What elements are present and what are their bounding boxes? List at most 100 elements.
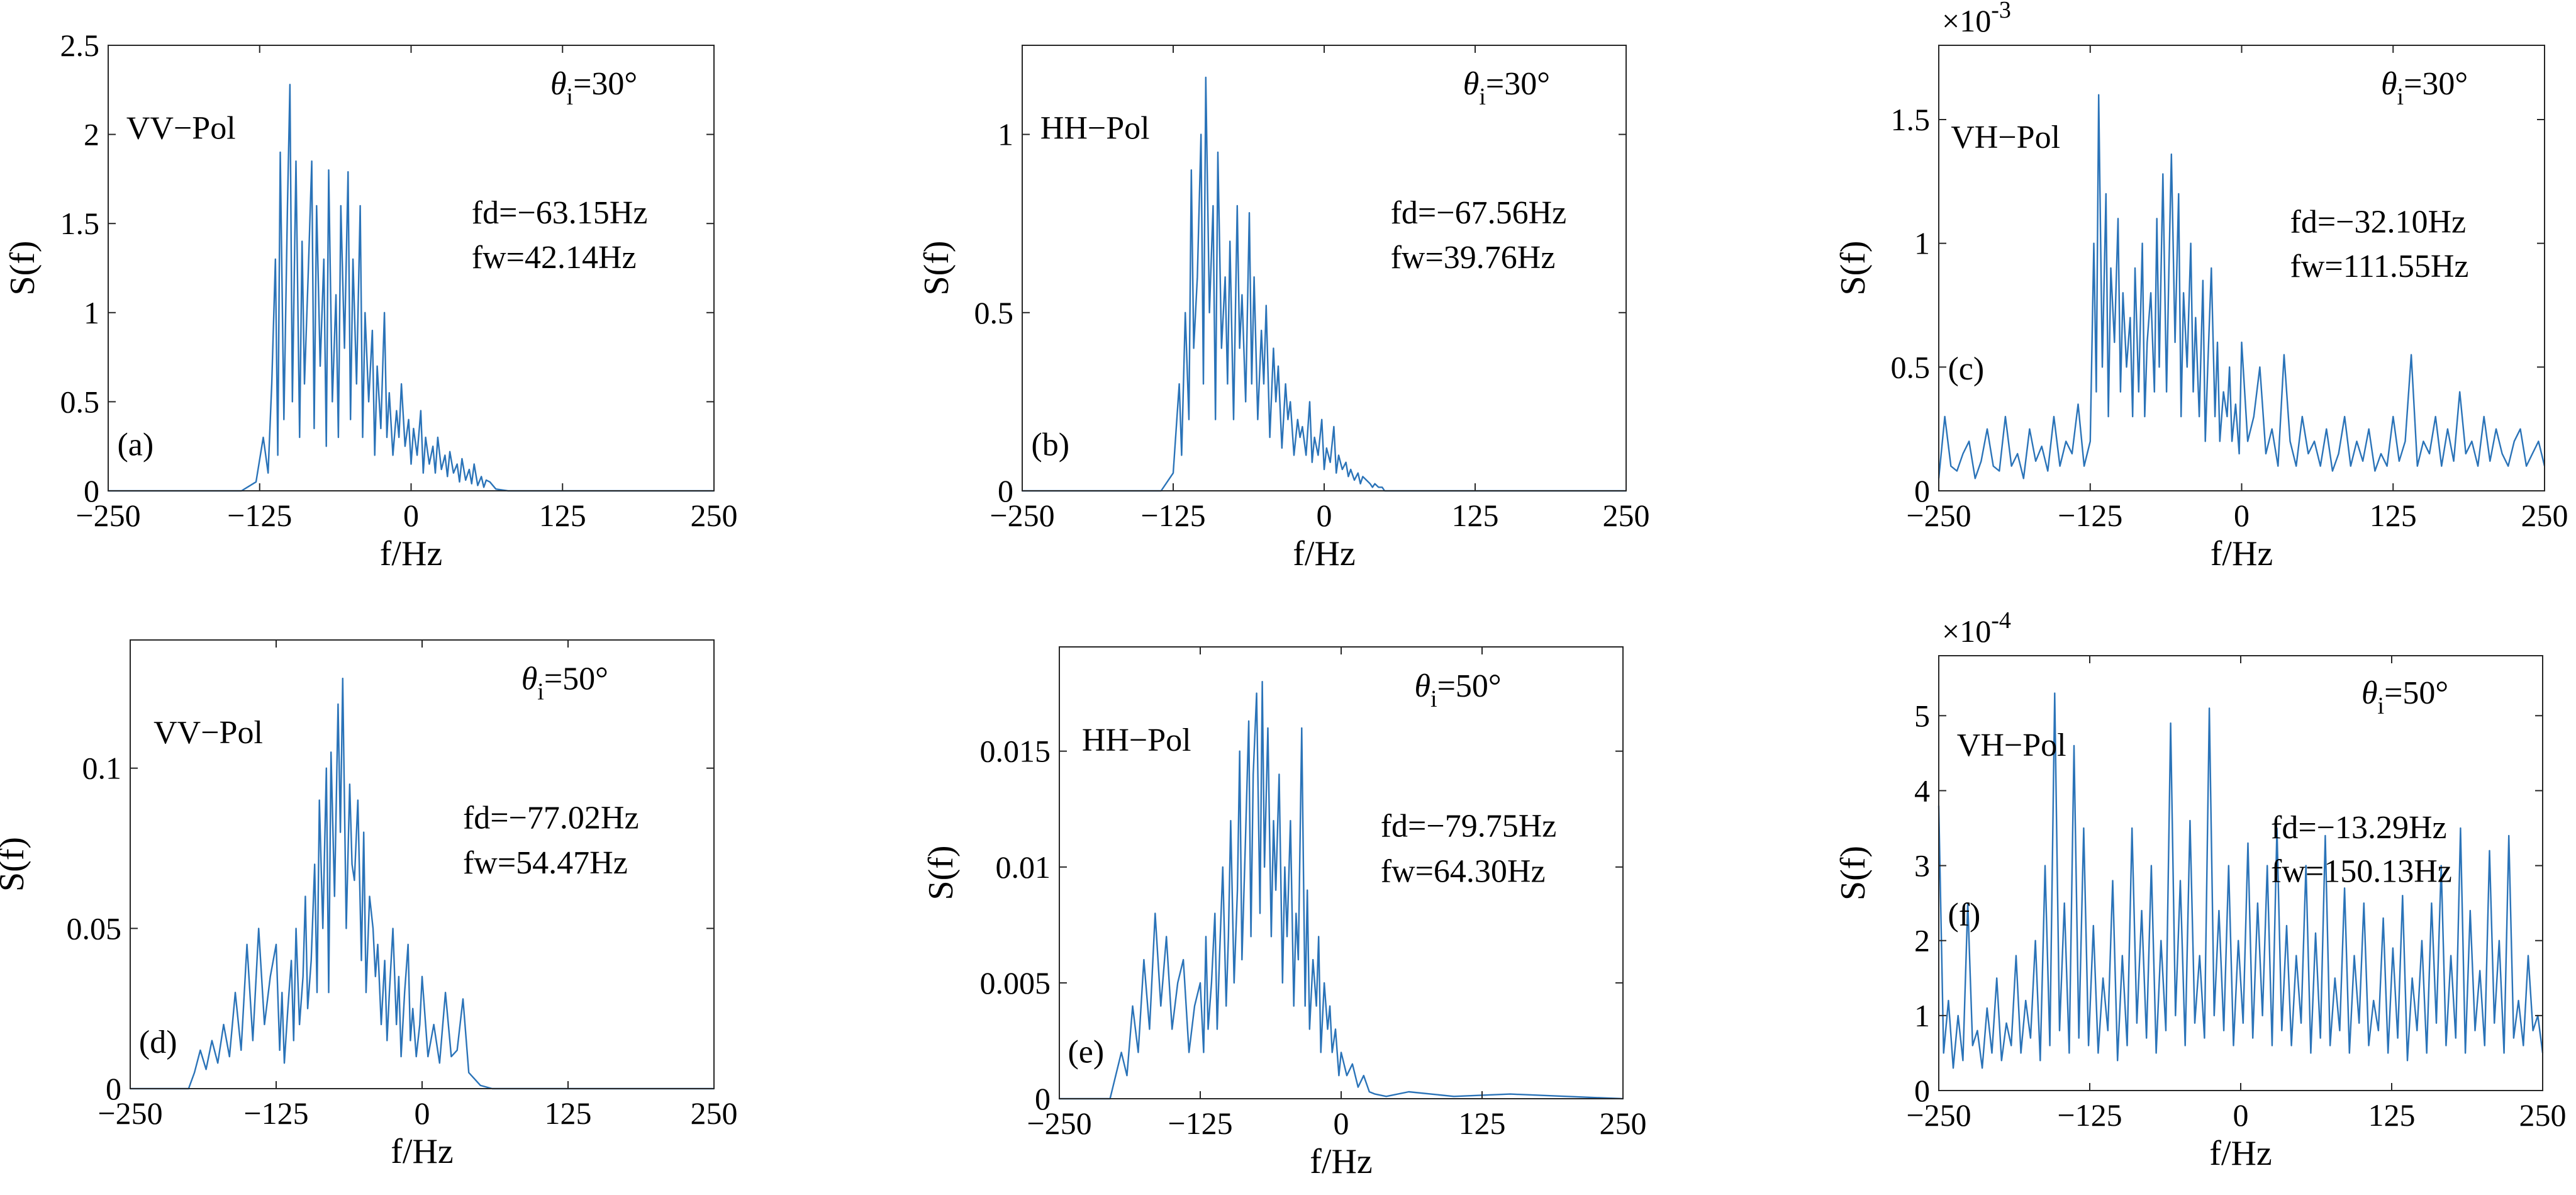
x-tick-label: 0 <box>415 1096 430 1131</box>
y-exponent-label: ×10-4 <box>1942 607 2011 649</box>
y-tick-label: 0 <box>106 1071 121 1106</box>
y-exponent-label: ×10-3 <box>1942 0 2011 38</box>
doppler-width-label: fw=111.55Hz <box>2290 249 2469 284</box>
chart-panel: −250 −125 0 125 250 0 0.05 0.1 f/Hz S(f) VV−Pol θi=… <box>0 639 738 1171</box>
x-axis-label: f/Hz <box>2211 534 2273 573</box>
incidence-angle-label: θi=50° <box>521 661 608 705</box>
incidence-angle-label: θi=30° <box>1463 66 1550 110</box>
panel-letter: (d) <box>139 1024 177 1060</box>
series-line <box>1938 692 2544 1069</box>
y-tick-label: 2 <box>1914 923 1930 958</box>
y-axis-label: S(f) <box>922 845 961 900</box>
x-tick-label: −125 <box>2057 1097 2122 1133</box>
incidence-angle-value: =30° <box>573 66 637 102</box>
x-tick-label: −125 <box>227 498 292 533</box>
chart-panel: −250 −125 0 125 250 0 0.5 1 f/Hz S(f) HH−Pol θi=30°… <box>917 45 1650 573</box>
incidence-angle-value: =30° <box>1486 66 1550 102</box>
y-tick-label: 2 <box>84 117 99 152</box>
x-tick-label: 125 <box>1452 498 1499 533</box>
incidence-angle-value: =50° <box>1437 668 1502 704</box>
x-tick-label: 250 <box>691 1096 738 1131</box>
series-line <box>1059 681 1624 1100</box>
y-tick-label: 4 <box>1914 773 1930 808</box>
x-tick-label: −125 <box>243 1096 308 1131</box>
panel-letter: (a) <box>117 427 153 463</box>
x-tick-label: 250 <box>2519 1097 2567 1133</box>
x-tick-label: 125 <box>2368 1097 2416 1133</box>
panel-letter: (e) <box>1068 1035 1104 1070</box>
polarization-label: HH−Pol <box>1040 111 1150 147</box>
polarization-label: VV−Pol <box>126 111 236 147</box>
y-tick-label: 0.5 <box>1891 349 1931 384</box>
y-tick-label: 0 <box>1914 473 1930 508</box>
x-tick-label: −250 <box>1906 498 1971 533</box>
series-line <box>108 84 714 492</box>
doppler-shift-label: fd=−13.29Hz <box>2271 810 2447 846</box>
x-tick-label: −125 <box>1140 498 1205 533</box>
panel-letter: (b) <box>1031 427 1069 463</box>
x-tick-label: −125 <box>1168 1106 1232 1141</box>
y-tick-label: 0.015 <box>980 734 1051 769</box>
x-tick-label: 125 <box>545 1096 592 1131</box>
x-axis-label: f/Hz <box>2209 1134 2272 1173</box>
doppler-shift-label: fd=−63.15Hz <box>472 195 648 231</box>
y-tick-label: 3 <box>1914 848 1930 884</box>
y-tick-label: 0.01 <box>996 850 1051 885</box>
doppler-width-label: fw=64.30Hz <box>1381 853 1546 889</box>
panel-letter: (f) <box>1948 897 1980 933</box>
incidence-angle-value: =30° <box>2404 66 2468 102</box>
y-exponent-power: -4 <box>1991 607 2011 634</box>
y-axis-label: S(f) <box>1834 846 1873 900</box>
chart-panel: −250 −125 0 125 250 0 0.5 1 1.5 2 2.5 f/Hz S(f) VV−Po… <box>3 28 738 573</box>
doppler-width-label: fw=42.14Hz <box>472 240 637 276</box>
doppler-width-label: fw=150.13Hz <box>2271 853 2452 889</box>
y-tick-label: 1.5 <box>60 206 100 241</box>
x-tick-label: 250 <box>691 498 738 533</box>
incidence-angle-value: =50° <box>2384 675 2448 711</box>
x-tick-label: −250 <box>1906 1097 1971 1133</box>
x-tick-label: 0 <box>2234 498 2250 533</box>
doppler-shift-label: fd=−32.10Hz <box>2290 204 2467 240</box>
x-tick-label: 125 <box>1459 1106 1506 1141</box>
x-axis-label: f/Hz <box>1293 534 1356 573</box>
polarization-label: VH−Pol <box>1957 727 2066 763</box>
y-tick-label: 1 <box>1914 226 1930 261</box>
chart-panel: −250 −125 0 125 250 0 1 2 3 4 5 f/Hz S(f) ×10-4 VH−Pol… <box>1834 607 2567 1173</box>
y-tick-label: 2.5 <box>60 28 100 63</box>
y-tick-label: 5 <box>1914 698 1930 733</box>
series-line <box>1938 94 2546 480</box>
y-tick-label: 0.05 <box>67 911 122 946</box>
x-tick-label: −250 <box>98 1096 162 1131</box>
x-tick-label: 125 <box>539 498 586 533</box>
y-axis-label: S(f) <box>0 837 31 892</box>
x-tick-label: 0 <box>1317 498 1332 533</box>
doppler-shift-label: fd=−67.56Hz <box>1391 195 1567 231</box>
y-tick-label: 0.1 <box>82 751 122 786</box>
y-tick-label: 0 <box>1914 1073 1930 1108</box>
x-tick-label: 250 <box>2521 498 2568 533</box>
polarization-label: VH−Pol <box>1951 120 2060 155</box>
doppler-shift-label: fd=−79.75Hz <box>1381 809 1557 844</box>
doppler-width-label: fw=39.76Hz <box>1391 240 1556 276</box>
y-axis-label: S(f) <box>1834 240 1873 295</box>
panel-letter: (c) <box>1948 351 1984 387</box>
y-tick-label: 0 <box>1035 1081 1051 1116</box>
y-axis-label: S(f) <box>917 240 956 295</box>
incidence-angle-label: θi=30° <box>2381 66 2468 110</box>
x-tick-label: 125 <box>2370 498 2417 533</box>
x-tick-label: −250 <box>990 498 1054 533</box>
y-tick-label: 0.5 <box>974 295 1014 330</box>
polarization-label: HH−Pol <box>1082 722 1191 758</box>
x-tick-label: 250 <box>1603 498 1650 533</box>
incidence-angle-label: θi=30° <box>550 66 637 110</box>
incidence-angle-value: =50° <box>544 661 608 697</box>
y-tick-label: 0 <box>998 473 1013 508</box>
x-tick-label: −250 <box>1027 1106 1091 1141</box>
y-tick-label: 0.5 <box>60 384 100 419</box>
x-tick-label: 0 <box>1334 1106 1349 1141</box>
incidence-angle-label: θi=50° <box>2361 675 2448 719</box>
series-line <box>130 677 714 1090</box>
y-tick-label: 1 <box>1914 998 1930 1033</box>
y-axis-label: S(f) <box>3 240 42 295</box>
